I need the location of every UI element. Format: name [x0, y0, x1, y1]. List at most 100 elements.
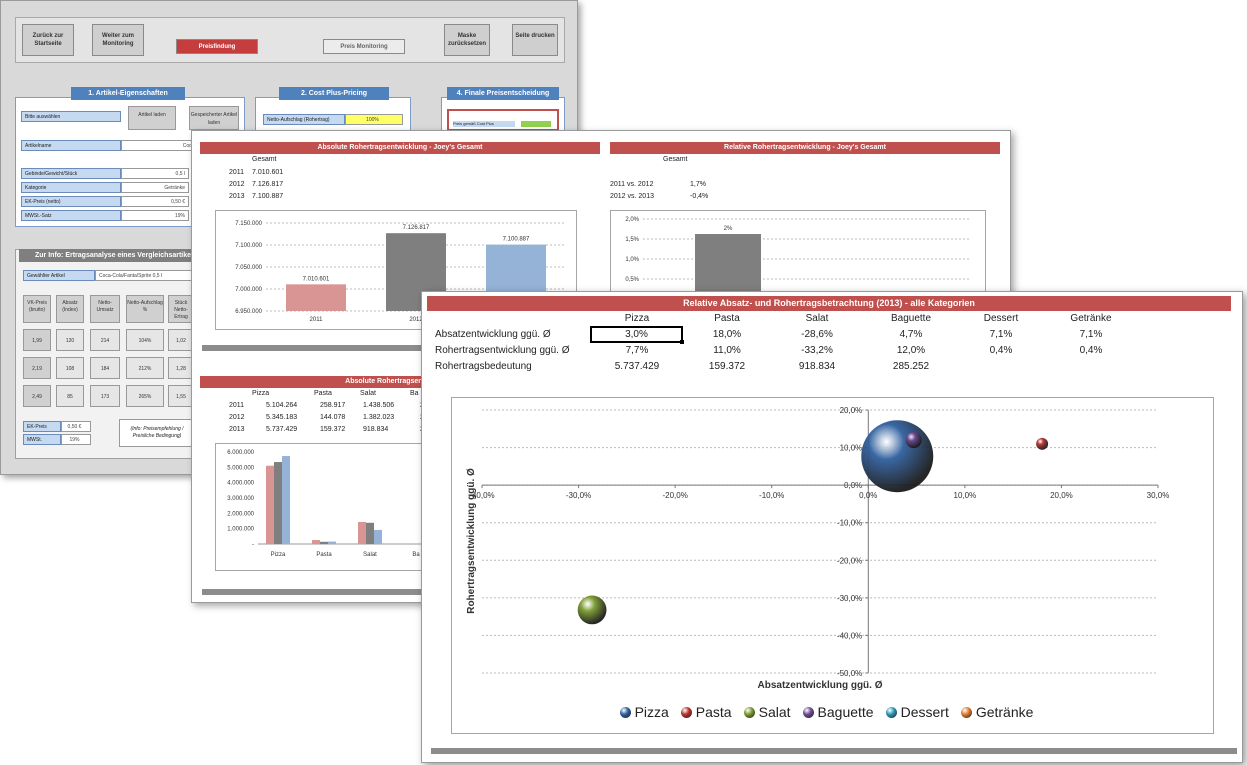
print-page-button[interactable]: Seite drucken [512, 24, 558, 56]
x-tick-label: -40,0% [469, 491, 494, 500]
x-tick-label: 0,0% [859, 491, 877, 500]
kategorie-label: Kategorie [21, 182, 121, 193]
mwst-field[interactable]: 19% [121, 210, 189, 221]
cat-value: 1.438.506 [363, 402, 395, 409]
abs-value: 7.010.601 [252, 169, 284, 176]
rel-value: -0,4% [690, 193, 709, 200]
col-pasta: Pasta [714, 313, 740, 324]
kategorie-field[interactable]: Getränke [121, 182, 189, 193]
tab-preisfindung[interactable]: Preisfindung [176, 39, 258, 54]
y-tick-label: 6.000.000 [227, 450, 254, 456]
cat-header: Pasta [314, 390, 332, 397]
value-cell[interactable]: 7,1% [989, 329, 1013, 340]
netto-aufschlag-label: Netto-Aufschlag (Rohertrag) [263, 114, 345, 125]
abs-value: 7.100.887 [252, 193, 284, 200]
cat-value: 1.382.023 [363, 414, 395, 421]
y-axis-label: Rohertragsentwicklung ggü. Ø [466, 468, 477, 614]
navigation-bar: Zurück zur Startseite Weiter zum Monitor… [15, 17, 565, 63]
y-tick-label: 7.100.000 [235, 243, 262, 249]
x-tick-label: 2011 [310, 317, 324, 323]
final-price-indicator [521, 121, 551, 127]
abs-value: 7.126.817 [252, 181, 284, 188]
col-netto-umsatz: Netto-Umsatz [90, 295, 120, 323]
y-tick-label: 2.000.000 [227, 511, 254, 517]
value-cell[interactable]: 11,0% [713, 345, 741, 356]
load-saved-article-button[interactable]: Gespeicherter Artikel laden [189, 106, 239, 130]
back-to-start-button[interactable]: Zurück zur Startseite [22, 24, 74, 56]
bar [366, 522, 374, 544]
y-tick-label: - [252, 542, 254, 548]
y-tick-label: -50,0% [837, 669, 862, 678]
gebinde-field[interactable]: 0,5 l [121, 168, 189, 179]
legend-label: Dessert [900, 704, 949, 720]
table-cell: 2,19 [23, 357, 51, 379]
col-pizza: Pizza [624, 313, 650, 324]
netto-aufschlag-field[interactable]: 100% [345, 114, 403, 125]
vergleichsartikel-field[interactable]: Coca-Cola/Fanta/Sprite 0,5 l [95, 270, 199, 281]
legend-marker [885, 707, 897, 718]
ek-field: 0,50 € [61, 421, 91, 432]
mwst-short-field: 19% [61, 434, 91, 445]
value-cell[interactable]: 285.252 [892, 361, 930, 372]
tab-preis-monitoring[interactable]: Preis Monitoring [323, 39, 405, 54]
ek-preis-field[interactable]: 0,50 € [121, 196, 189, 207]
value-cell[interactable]: 918.834 [798, 361, 836, 372]
col-absatz: Absatz (Index) [56, 295, 84, 323]
x-axis-label: Absatzentwicklung ggü. Ø [757, 680, 882, 691]
value-cell[interactable]: 7,1% [1079, 329, 1103, 340]
bar [320, 541, 328, 544]
bar [374, 529, 382, 544]
x-tick-label: -30,0% [566, 491, 591, 500]
info-note: (Info: Preisempfehlung / Preisliche Bedi… [119, 419, 195, 447]
bubble-baguette [905, 432, 922, 449]
legend-item: Getränke [960, 704, 1033, 720]
value-cell[interactable]: 159.372 [708, 361, 746, 372]
to-monitoring-button[interactable]: Weiter zum Monitoring [92, 24, 144, 56]
cat-value: 5.345.183 [266, 414, 298, 421]
bar [328, 541, 336, 544]
value-cell[interactable]: 4,7% [899, 329, 923, 340]
value-cell[interactable]: -33,2% [801, 345, 833, 356]
mwst-short-label: MWSt. [23, 434, 61, 445]
ek-preis-label: EK-Preis (netto) [21, 196, 121, 207]
legend-marker [619, 707, 631, 718]
load-article-button[interactable]: Artikel laden [128, 106, 176, 130]
selected-cell[interactable]: 3,0% [590, 326, 683, 343]
bar [358, 521, 366, 544]
value-cell[interactable]: 0,4% [989, 345, 1013, 356]
table-cell: 108 [56, 357, 84, 379]
value-cell[interactable]: 5.737.429 [614, 361, 660, 372]
cell-fill-handle[interactable] [680, 340, 684, 344]
y-tick-label: 7.050.000 [235, 265, 262, 271]
col-salat: Salat [805, 313, 829, 324]
bubble-salat [577, 595, 607, 625]
cat-header: Pizza [252, 390, 270, 397]
cat-value: 159.372 [320, 426, 346, 433]
y-tick-label: 7.000.000 [235, 287, 262, 293]
y-tick-label: 0,5% [625, 277, 639, 283]
divider [431, 748, 1237, 754]
value-cell[interactable]: 0,4% [1079, 345, 1103, 356]
legend-label: Pasta [695, 704, 732, 720]
select-label: Bitte auswählen [21, 111, 121, 122]
y-tick-label: 1,0% [625, 257, 639, 263]
bubble-pasta [1036, 437, 1049, 450]
reset-mask-button[interactable]: Maske zurücksetzen [444, 24, 490, 56]
abs-chart-title: Absolute Rohertragsentwicklung - Joey's … [200, 142, 600, 154]
cat-bar-chart: 6.000.000 5.000.000 4.000.000 3.000.000 2.00… [227, 450, 432, 558]
x-tick-label: Salat [363, 552, 377, 558]
cat-value: 258.917 [320, 402, 346, 409]
y-tick-label: -20,0% [837, 556, 862, 565]
section-2-title: 2. Cost Plus-Pricing [279, 87, 389, 100]
value-cell[interactable]: 18,0% [712, 329, 742, 340]
x-tick-label: 10,0% [954, 491, 977, 500]
col-stueck-ertrag: Stück Netto-Ertrag [168, 295, 194, 323]
value-cell[interactable]: 7,7% [625, 345, 649, 356]
value-cell[interactable]: -28,6% [801, 329, 833, 340]
bubble-chart-box: 20,0% 10,0% 0,0% -10,0% -20,0% -30,0% -40,0% -5… [451, 397, 1214, 734]
value-cell[interactable]: 12,0% [896, 345, 926, 356]
section-1-title: 1. Artikel-Eigenschaften [71, 87, 185, 100]
legend-item: Salat [743, 704, 791, 720]
cat-year: 2012 [229, 414, 245, 421]
table-cell: 120 [56, 329, 84, 351]
